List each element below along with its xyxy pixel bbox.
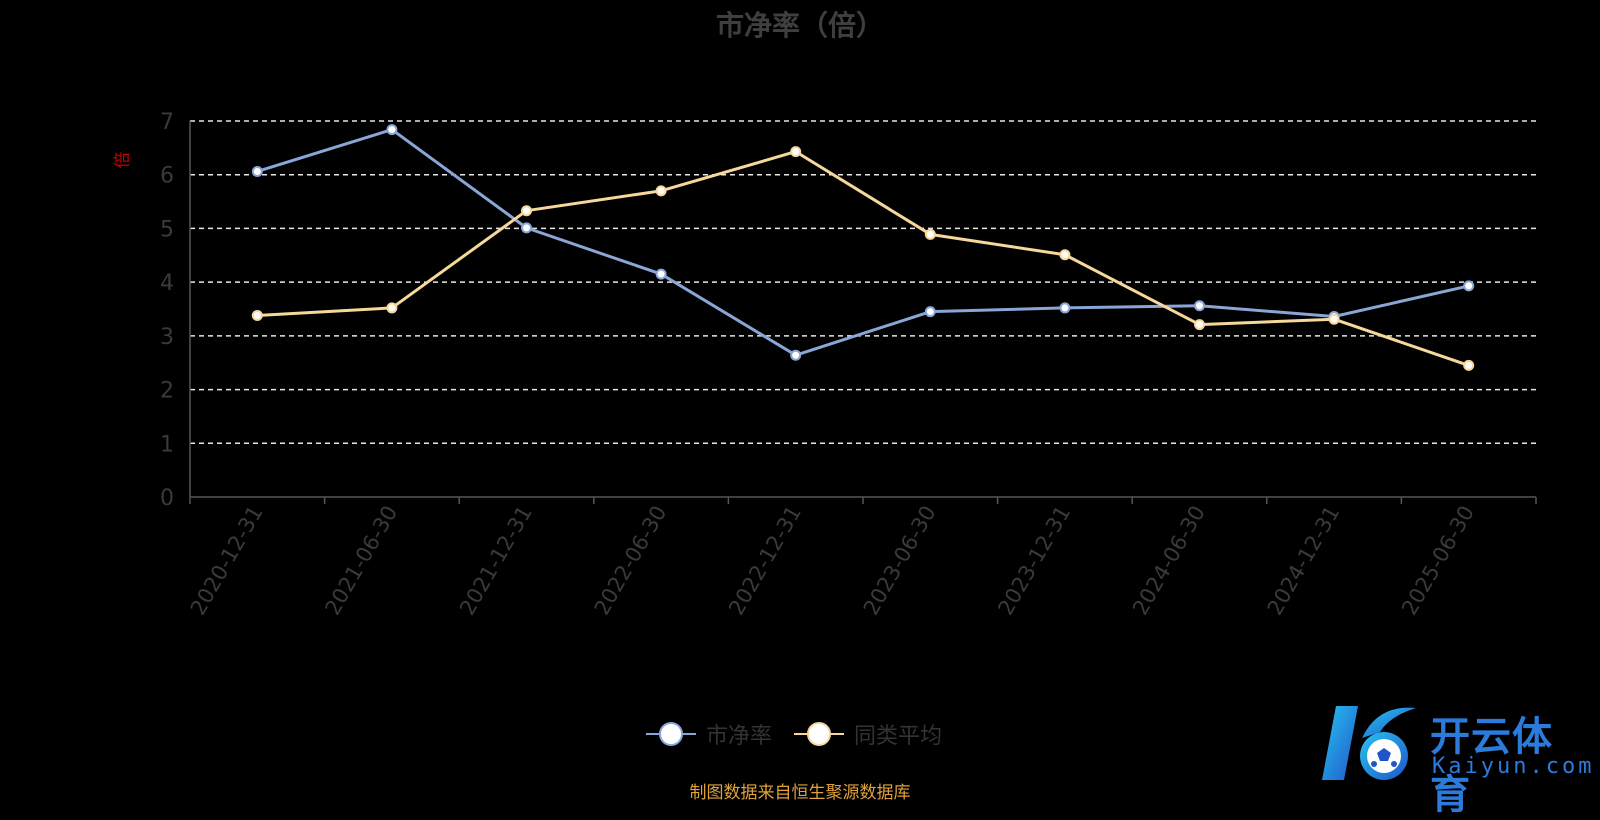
- x-tick-label: 2022-06-30: [590, 502, 672, 620]
- data-point-series-2[interactable]: [1328, 313, 1340, 325]
- legend: 市净率 同类平均: [646, 718, 964, 750]
- data-point-series-2[interactable]: [655, 185, 667, 197]
- y-axis-label: 倍: [113, 152, 133, 169]
- legend-marker-icon: [794, 722, 845, 746]
- legend-marker-icon: [646, 722, 696, 746]
- legend-label: 市净率: [706, 724, 773, 749]
- y-tick-label: 0: [160, 486, 174, 511]
- legend-item-series-2[interactable]: 同类平均: [794, 718, 942, 750]
- data-point-series-1[interactable]: [655, 268, 667, 280]
- series-lines: [251, 124, 1475, 371]
- x-tick-label: 2021-12-31: [455, 502, 537, 620]
- x-tick-label: 2025-06-30: [1397, 502, 1479, 620]
- data-point-series-1[interactable]: [386, 124, 398, 136]
- source-note: 制图数据来自恒生聚源数据库: [689, 783, 911, 803]
- y-tick-label: 1: [160, 432, 174, 457]
- logo-subtext: Kaiyun.com: [1432, 754, 1595, 779]
- data-point-series-2[interactable]: [1194, 319, 1205, 331]
- data-point-series-1[interactable]: [924, 306, 936, 318]
- data-point-series-2[interactable]: [521, 205, 532, 217]
- y-tick-label: 4: [160, 271, 174, 296]
- x-tick-label: 2024-06-30: [1128, 502, 1210, 620]
- y-tick-label: 2: [160, 379, 174, 404]
- data-point-series-2[interactable]: [924, 228, 936, 240]
- y-tick-label: 5: [160, 217, 174, 242]
- series-line-1: [256, 128, 1470, 357]
- grid-lines: [190, 120, 1536, 445]
- series-line-2: [257, 150, 1470, 367]
- data-point-series-1[interactable]: [790, 349, 802, 361]
- legend-item-series-1[interactable]: 市净率: [646, 718, 772, 750]
- data-point-series-1[interactable]: [521, 222, 532, 234]
- data-point-series-1[interactable]: [1059, 302, 1071, 314]
- brand-logo: 开云体育 Kaiyun.com: [1318, 698, 1591, 818]
- data-point-series-1[interactable]: [1194, 300, 1205, 312]
- y-tick-label: 7: [160, 110, 174, 135]
- axes: 0 1 2 3 4 5 6 7 2020-12-31 2021-06-30 2021-12-31 20…: [160, 110, 1537, 620]
- data-point-series-1[interactable]: [1463, 280, 1475, 292]
- x-tick-label: 2022-12-31: [724, 502, 806, 620]
- x-tick-label: 2020-12-31: [186, 502, 268, 620]
- data-point-series-2[interactable]: [251, 309, 263, 321]
- soccer-ball-logo-icon: [1322, 706, 1416, 780]
- legend-label: 同类平均: [854, 724, 943, 749]
- x-tick-label: 2024-12-31: [1263, 502, 1345, 620]
- y-tick-label: 6: [160, 164, 174, 189]
- data-point-series-2[interactable]: [1463, 359, 1475, 371]
- x-tick-label: 2023-06-30: [859, 502, 941, 620]
- data-point-series-2[interactable]: [386, 302, 398, 314]
- x-tick-label: 2021-06-30: [320, 502, 402, 620]
- data-point-series-2[interactable]: [790, 146, 802, 158]
- x-tick-label: 2023-12-31: [993, 502, 1075, 620]
- data-point-series-2[interactable]: [1059, 249, 1071, 261]
- chart-title: 市净率（倍）: [715, 9, 884, 42]
- line-chart: 0 1 2 3 4 5 6 7 2020-12-31 2021-06-30 2021-12-31 20…: [113, 110, 1537, 620]
- y-tick-label: 3: [160, 325, 174, 350]
- data-point-series-1[interactable]: [251, 165, 263, 177]
